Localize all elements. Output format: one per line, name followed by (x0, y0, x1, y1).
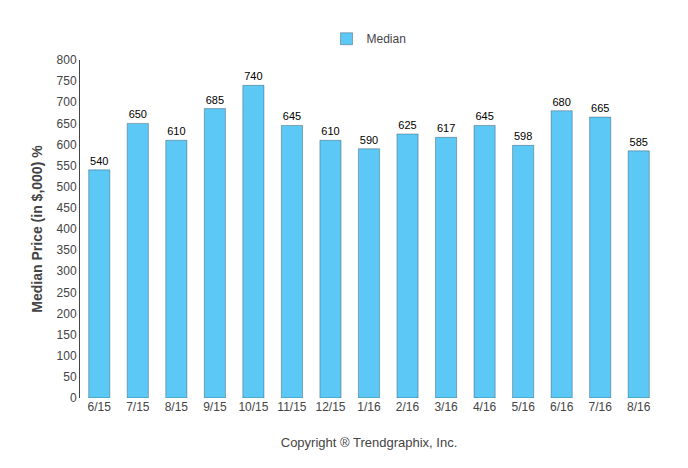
svg-text:8/15: 8/15 (165, 400, 189, 414)
svg-text:150: 150 (57, 328, 77, 342)
svg-text:540: 540 (90, 155, 108, 167)
svg-text:450: 450 (57, 201, 77, 215)
svg-text:800: 800 (57, 53, 77, 67)
svg-text:100: 100 (57, 349, 77, 363)
svg-text:4/16: 4/16 (473, 400, 497, 414)
svg-text:1/16: 1/16 (357, 400, 381, 414)
svg-text:665: 665 (591, 102, 609, 114)
svg-text:680: 680 (552, 96, 570, 108)
svg-text:0: 0 (70, 391, 77, 405)
svg-text:Median Price (in $,000) %: Median Price (in $,000) % (29, 145, 45, 313)
svg-text:5/16: 5/16 (511, 400, 535, 414)
svg-text:598: 598 (514, 130, 532, 142)
svg-text:7/15: 7/15 (126, 400, 150, 414)
svg-text:617: 617 (437, 122, 455, 134)
svg-text:300: 300 (57, 264, 77, 278)
svg-text:590: 590 (360, 134, 378, 146)
svg-text:500: 500 (57, 180, 77, 194)
svg-text:12/15: 12/15 (315, 400, 345, 414)
svg-text:6/16: 6/16 (550, 400, 574, 414)
svg-text:625: 625 (398, 119, 416, 131)
svg-text:3/16: 3/16 (434, 400, 458, 414)
svg-text:400: 400 (57, 222, 77, 236)
svg-text:610: 610 (167, 125, 185, 137)
svg-text:200: 200 (57, 307, 77, 321)
svg-text:685: 685 (206, 94, 224, 106)
svg-text:50: 50 (63, 370, 77, 384)
svg-text:11/15: 11/15 (277, 400, 306, 414)
svg-text:9/15: 9/15 (203, 400, 227, 414)
svg-text:610: 610 (321, 125, 339, 137)
svg-text:585: 585 (630, 136, 648, 148)
svg-text:6/15: 6/15 (88, 400, 112, 414)
svg-text:Median: Median (367, 32, 406, 46)
svg-text:740: 740 (244, 70, 262, 82)
svg-text:250: 250 (57, 286, 77, 300)
svg-text:350: 350 (57, 243, 77, 257)
svg-text:645: 645 (283, 110, 301, 122)
svg-text:2/16: 2/16 (396, 400, 420, 414)
svg-text:8/16: 8/16 (627, 400, 651, 414)
svg-text:650: 650 (129, 108, 147, 120)
svg-text:550: 550 (57, 159, 77, 173)
svg-text:750: 750 (57, 74, 77, 88)
svg-text:645: 645 (475, 110, 493, 122)
svg-text:650: 650 (57, 117, 77, 131)
svg-text:7/16: 7/16 (589, 400, 613, 414)
svg-text:600: 600 (57, 138, 77, 152)
svg-text:10/15: 10/15 (238, 400, 268, 414)
svg-text:700: 700 (57, 95, 77, 109)
svg-text:Copyright ® Trendgraphix, Inc.: Copyright ® Trendgraphix, Inc. (281, 435, 458, 450)
